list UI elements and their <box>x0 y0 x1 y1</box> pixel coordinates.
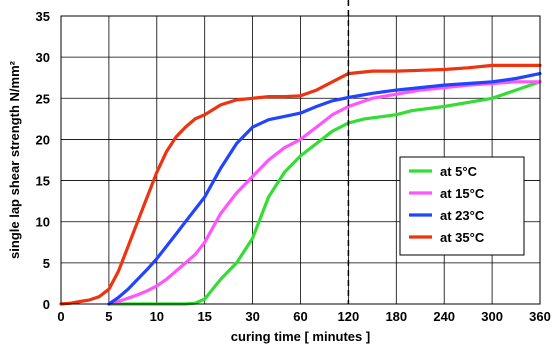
x-tick-label: 10 <box>150 309 164 324</box>
series-line-3 <box>59 63 542 306</box>
y-tick-labels: 0 5 10 15 20 25 30 35 <box>36 9 50 312</box>
legend-label: at 15°C <box>440 186 485 201</box>
x-tick-label: 240 <box>433 309 455 324</box>
y-tick-label: 5 <box>43 256 50 271</box>
legend-box <box>399 156 525 256</box>
y-tick-label: 10 <box>36 215 50 230</box>
y-tick-label: 30 <box>36 50 50 65</box>
y-tick-label: 20 <box>36 132 50 147</box>
legend-label: at 5°C <box>440 164 478 179</box>
legend-label: at 23°C <box>440 208 485 223</box>
x-tick-label: 30 <box>245 309 259 324</box>
x-tick-label: 180 <box>385 309 407 324</box>
legend-label: at 35°C <box>440 230 485 245</box>
x-tick-label: 15 <box>197 309 211 324</box>
x-tick-label: 0 <box>57 309 64 324</box>
plot-frame <box>60 15 541 305</box>
y-tick-label: 0 <box>43 297 50 312</box>
x-tick-label: 360 <box>529 309 551 324</box>
y-axis-title: single lap shear strength N/mm² <box>7 60 22 259</box>
series-line-2 <box>107 71 542 306</box>
x-axis-title: curing time [ minutes ] <box>231 329 370 344</box>
x-tick-label: 120 <box>338 309 360 324</box>
x-tick-label: 60 <box>293 309 307 324</box>
y-tick-label: 15 <box>36 174 50 189</box>
x-tick-label: 300 <box>481 309 503 324</box>
x-tick-label: 5 <box>105 309 112 324</box>
legend: at 5°C at 15°C at 23°C at 35°C <box>399 156 525 256</box>
y-tick-label: 25 <box>36 91 50 106</box>
x-tick-labels: 0 5 10 15 30 60 120 180 240 300 360 <box>57 309 550 324</box>
series-line-1 <box>107 80 542 306</box>
series-lines <box>59 63 542 306</box>
y-tick-label: 35 <box>36 9 50 24</box>
